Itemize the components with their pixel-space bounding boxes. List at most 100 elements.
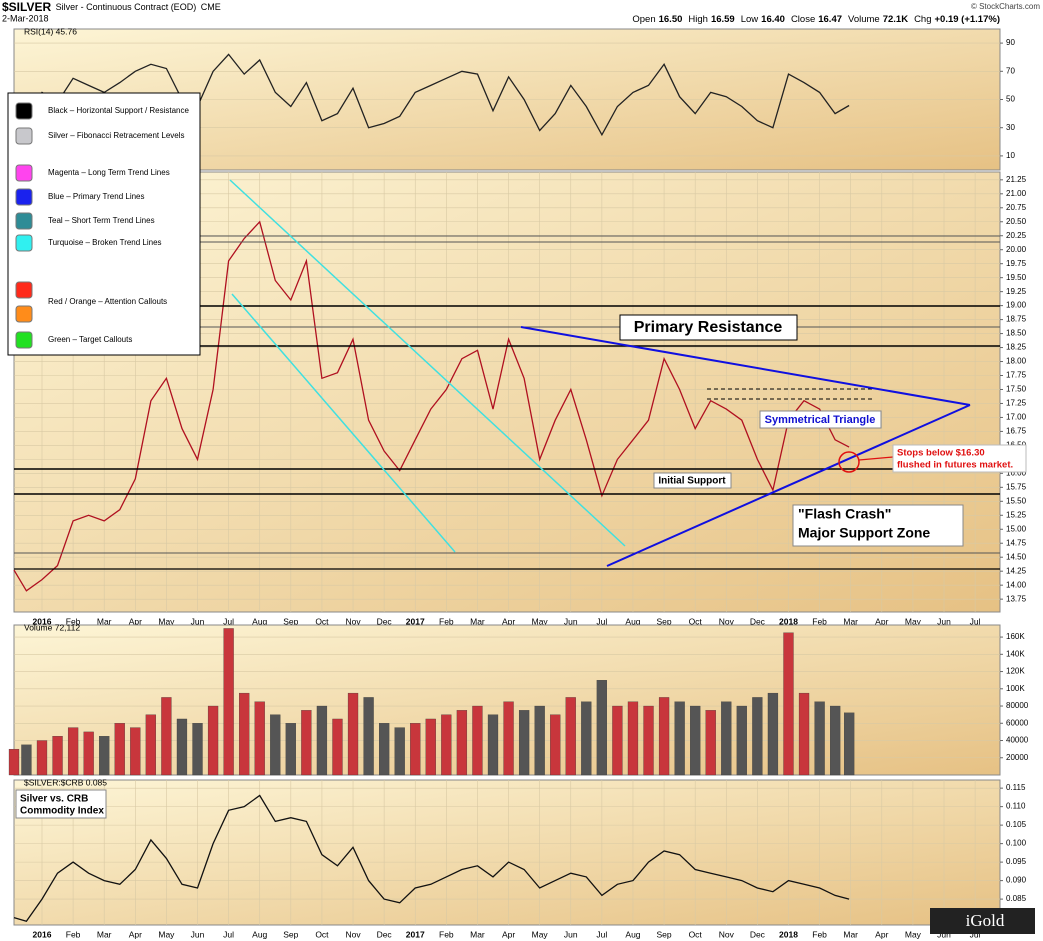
volume-bar (503, 701, 514, 776)
x-tick-label: Dec (377, 616, 393, 626)
volume-bar (254, 701, 265, 776)
x-tick-label: May (158, 616, 175, 626)
legend-swatch (15, 127, 33, 145)
volume-bar (658, 697, 670, 776)
y-tick-label: 15.75 (1006, 482, 1027, 491)
annotation: Stops below $16.30 (897, 448, 985, 459)
quote-value: 16.50 (659, 14, 683, 25)
volume-bar (581, 701, 592, 776)
callout-circle (838, 451, 860, 473)
date: 2-Mar-2018 (2, 13, 49, 23)
volume-bar (565, 697, 576, 776)
legend-label: Blue – Primary Trend Lines (48, 192, 145, 201)
y-tick-label: 21.00 (1006, 189, 1027, 198)
quote-label: Open (632, 14, 655, 25)
x-tick-label: Oct (689, 929, 703, 939)
y-tick-label: 0.115 (1006, 783, 1026, 792)
y-tick-label: 70 (1006, 66, 1015, 75)
x-tick-label: Jul (970, 616, 981, 626)
y-tick-label: 19.25 (1006, 287, 1027, 296)
volume-bar (472, 705, 483, 776)
volume-bar (783, 632, 794, 776)
volume-bar (130, 727, 141, 776)
y-tick-label: 20.25 (1006, 231, 1027, 240)
volume-bar (798, 692, 810, 776)
volume-bar (67, 727, 79, 776)
y-tick-label: 20000 (1006, 753, 1029, 762)
y-tick-label: 140K (1006, 649, 1025, 658)
x-tick-label: 2017 (406, 929, 425, 939)
legend-label: Magenta – Long Term Trend Lines (48, 168, 170, 177)
x-tick-label: May (532, 929, 549, 939)
y-tick-label: 30 (1006, 123, 1015, 132)
y-tick-label: 15.50 (1006, 496, 1027, 505)
y-tick-label: 14.50 (1006, 552, 1027, 561)
volume-bar (674, 701, 685, 776)
annotation: Primary Resistance (634, 319, 783, 336)
x-tick-label: May (905, 929, 922, 939)
volume-bar (518, 710, 530, 776)
quote-label: Close (791, 14, 815, 25)
x-tick-label: Apr (502, 929, 515, 939)
legend-swatch (15, 164, 33, 182)
logo-box (930, 908, 1035, 934)
volume-bar (487, 714, 499, 776)
volume-bar (721, 701, 732, 776)
legend-label: Green – Target Callouts (48, 335, 132, 344)
x-tick-label: Aug (625, 929, 640, 939)
volume-bar (176, 718, 188, 776)
symbol: $SILVER (2, 0, 51, 14)
y-tick-label: 80000 (1006, 701, 1029, 710)
x-tick-label: May (905, 616, 922, 626)
x-tick-label: Nov (345, 616, 361, 626)
panel-label: $SILVER:$CRB 0.085 (24, 777, 107, 787)
y-tick-label: 17.50 (1006, 385, 1027, 394)
y-tick-label: 160K (1006, 632, 1025, 641)
x-tick-label: Aug (625, 616, 640, 626)
exchange: CME (201, 2, 221, 12)
x-tick-label: May (158, 929, 175, 939)
x-tick-label: Feb (812, 616, 827, 626)
y-tick-label: 15.00 (1006, 524, 1027, 533)
legend-label: Black – Horizontal Support / Resistance (48, 106, 190, 115)
volume-bar (690, 705, 701, 776)
x-tick-label: 2018 (779, 616, 798, 626)
x-tick-label: Sep (657, 929, 672, 939)
series-line (13, 794, 850, 923)
broken-trend-lines (229, 179, 626, 553)
quote-value: +0.19 (+1.17%) (935, 14, 1001, 25)
x-tick-label: Oct (689, 616, 703, 626)
annotation: Initial Support (658, 476, 726, 487)
quote-label: Chg (914, 14, 931, 25)
header: $SILVER Silver - Continuous Contract (EO… (2, 0, 1040, 24)
volume-bar (705, 710, 716, 776)
x-tick-label: Jul (596, 929, 607, 939)
quote-value: 16.59 (711, 14, 735, 25)
x-tick-label: Feb (66, 616, 81, 626)
x-tick-label: Aug (252, 929, 267, 939)
volume-bar (627, 701, 639, 776)
y-tick-label: 0.085 (1006, 894, 1027, 903)
volume-bar (114, 723, 125, 776)
volume-bar (441, 714, 452, 776)
y-tick-label: 0.105 (1006, 820, 1027, 829)
x-tick-label: Jun (937, 616, 951, 626)
y-tick-label: 0.110 (1006, 802, 1026, 811)
volume-bar (83, 731, 94, 776)
volume-bar (239, 692, 250, 776)
legend-swatch (15, 331, 33, 349)
plot-data: RSI(14) 45.76 Volume 72,112 $SILVER:$CRB 0… (8, 26, 855, 923)
x-tick-label: Sep (657, 616, 672, 626)
x-tick-label: Apr (502, 616, 515, 626)
x-tick-label: Feb (812, 929, 827, 939)
panel-label: Volume 72,112 (24, 622, 80, 632)
y-tick-label: 21.25 (1006, 175, 1027, 184)
y-tick-label: 17.00 (1006, 413, 1027, 422)
legend: Black – Horizontal Support / Resistance S… (15, 102, 190, 349)
x-tick-label: Mar (97, 929, 112, 939)
x-tick-label: Jun (191, 616, 205, 626)
quote-label: High (688, 14, 708, 25)
y-tick-label: 90 (1006, 38, 1015, 47)
x-tick-label: Nov (719, 616, 735, 626)
